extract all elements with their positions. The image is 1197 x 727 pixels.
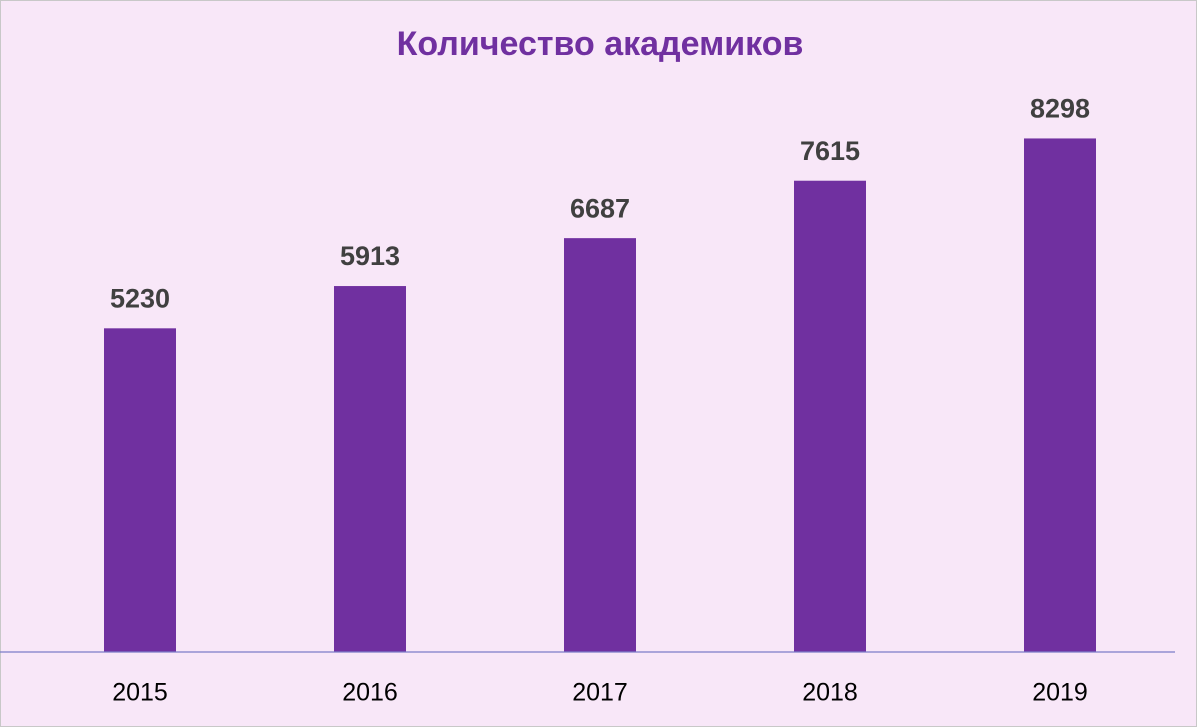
- x-tick-label: 2016: [342, 679, 398, 707]
- data-label: 6687: [570, 193, 630, 223]
- chart-title: Количество академиков: [397, 25, 804, 63]
- x-tick-label: 2019: [1032, 679, 1088, 707]
- x-tick-label: 2015: [112, 679, 168, 707]
- x-tick-label: 2018: [802, 679, 858, 707]
- data-label: 5230: [110, 283, 170, 313]
- bar: [564, 238, 636, 653]
- bar: [1024, 138, 1096, 653]
- data-label: 7615: [800, 136, 860, 166]
- data-label: 8298: [1030, 94, 1090, 124]
- bar: [104, 328, 176, 652]
- x-tick-label: 2017: [572, 679, 628, 707]
- bar: [794, 180, 866, 652]
- bar: [334, 286, 406, 652]
- data-label: 5913: [340, 241, 400, 271]
